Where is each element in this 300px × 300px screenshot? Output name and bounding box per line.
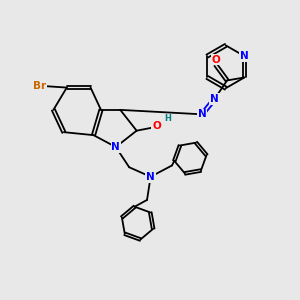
Text: O: O bbox=[212, 55, 220, 64]
Text: H: H bbox=[165, 114, 172, 123]
Text: N: N bbox=[210, 94, 219, 104]
Text: N: N bbox=[111, 142, 120, 152]
Text: Br: Br bbox=[33, 81, 46, 91]
Text: O: O bbox=[152, 121, 161, 131]
Text: N: N bbox=[146, 172, 155, 182]
Text: N: N bbox=[240, 51, 249, 61]
Text: N: N bbox=[198, 109, 206, 119]
